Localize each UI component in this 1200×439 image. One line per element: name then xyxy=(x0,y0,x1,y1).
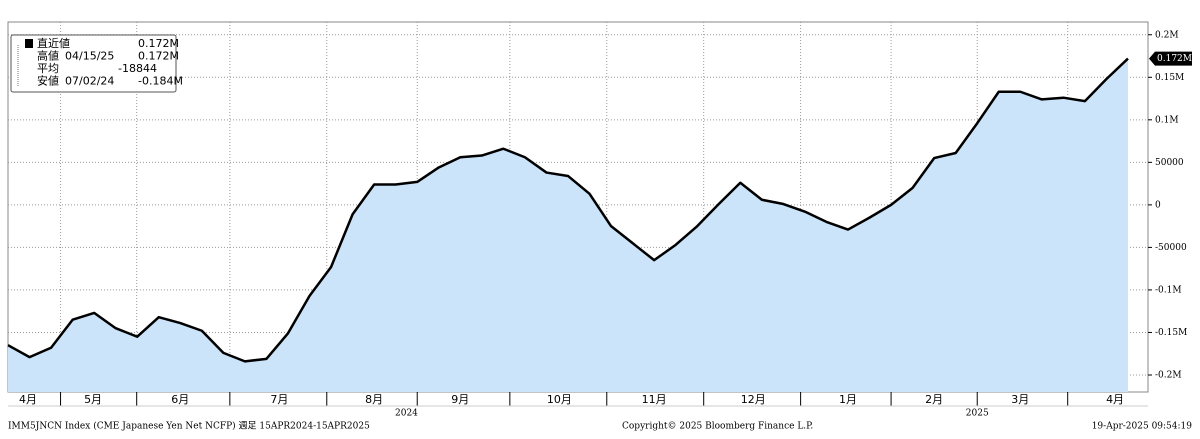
y-tick-label: -0.2M xyxy=(1155,370,1182,380)
footer-right: 19-Apr-2025 09:54:19 xyxy=(1092,422,1193,432)
legend-value: 0.172M xyxy=(138,50,179,63)
x-tick-label: 8月 xyxy=(365,393,383,406)
last-value-label: 0.172M xyxy=(1157,54,1192,64)
y-tick-label: 50000 xyxy=(1155,158,1184,168)
y-tick-label: 0.15M xyxy=(1155,73,1184,83)
x-tick-label: 9月 xyxy=(451,393,469,406)
legend-label: 安値 xyxy=(37,74,59,88)
legend-value: -0.184M xyxy=(138,75,183,88)
year-label: 2024 xyxy=(395,409,418,419)
legend-marker xyxy=(25,39,33,48)
footer-center: Copyright© 2025 Bloomberg Finance L.P. xyxy=(622,422,813,432)
legend-value: 0.172M xyxy=(138,37,179,50)
x-tick-label: 3月 xyxy=(1011,393,1029,406)
year-label: 2025 xyxy=(966,409,989,419)
x-tick-label: 7月 xyxy=(270,393,288,406)
legend-value: -18844 xyxy=(118,62,157,75)
footer-left: IMM5JNCN Index (CME Japanese Yen Net NCF… xyxy=(8,421,370,432)
y-tick-label: 0.1M xyxy=(1155,115,1179,125)
y-tick-label: -50000 xyxy=(1155,243,1187,253)
x-tick-label: 11月 xyxy=(642,393,667,406)
x-tick-label: 1月 xyxy=(839,393,857,406)
legend-box xyxy=(10,34,177,93)
y-tick-label: 0.2M xyxy=(1155,30,1179,40)
legend-date: 04/15/25 xyxy=(65,50,114,63)
legend-label: 直近値 xyxy=(37,36,70,50)
x-tick-label: 5月 xyxy=(84,393,102,406)
y-tick-label: -0.1M xyxy=(1155,285,1182,295)
legend-label: 高値 xyxy=(37,49,59,63)
x-tick-label: 6月 xyxy=(171,393,189,406)
x-tick-label: 12月 xyxy=(741,393,766,406)
last-value-tag xyxy=(1149,51,1192,66)
x-tick-label: 10月 xyxy=(547,393,572,406)
x-tick-label: 4月 xyxy=(1106,393,1124,406)
area xyxy=(8,58,1128,393)
x-tick-label: 4月 xyxy=(19,393,37,406)
line xyxy=(7,57,1129,363)
x-tick-label: 2月 xyxy=(925,393,943,406)
legend-label: 平均 xyxy=(37,62,59,75)
y-tick-label: -0.15M xyxy=(1155,328,1187,338)
y-tick-label: 0 xyxy=(1155,200,1161,210)
legend-date: 07/02/24 xyxy=(65,75,114,88)
